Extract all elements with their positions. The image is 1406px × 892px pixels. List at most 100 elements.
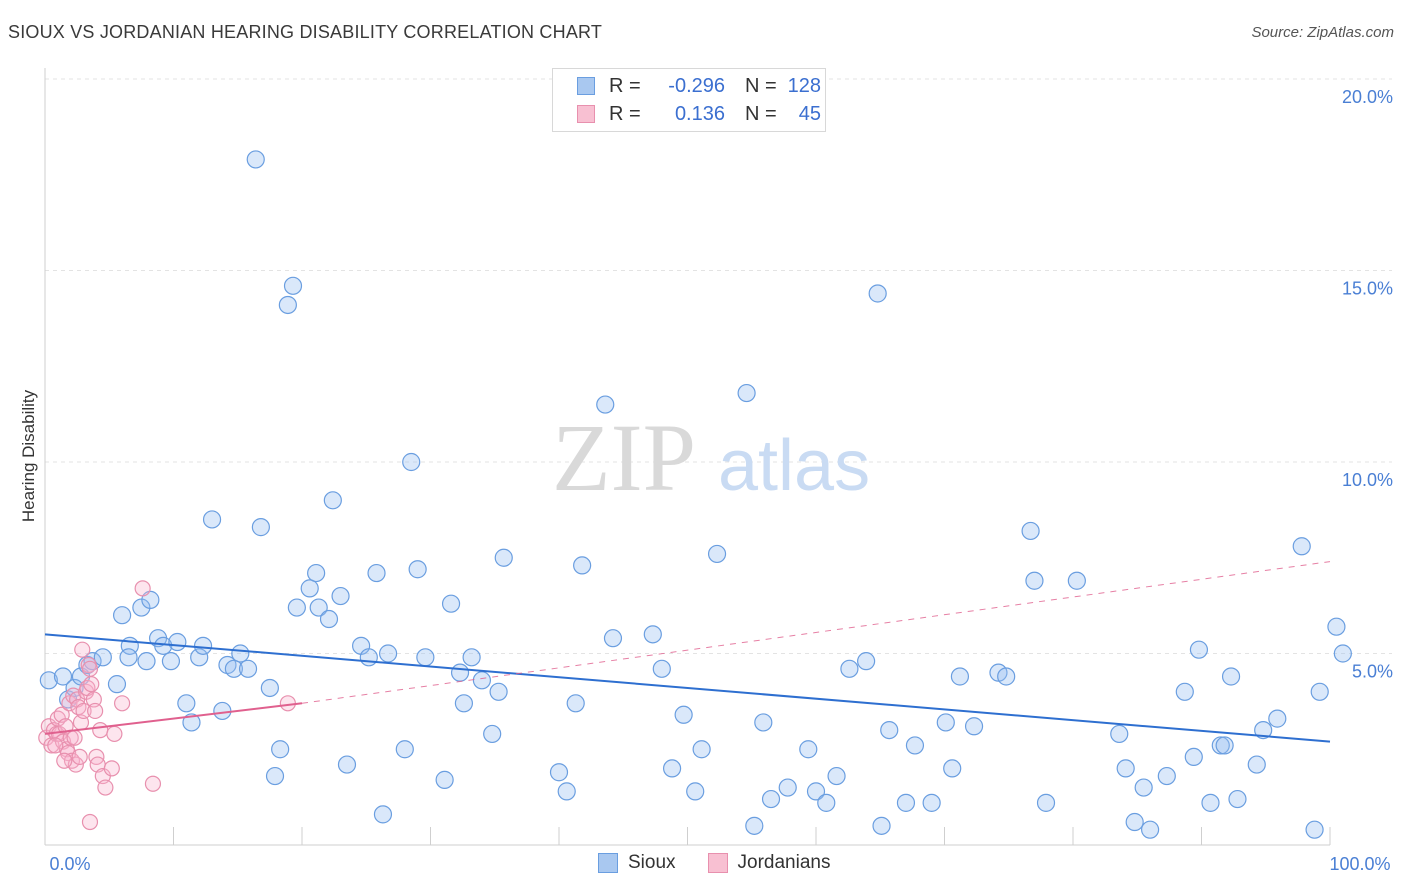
sioux-point xyxy=(213,701,232,721)
sioux-point xyxy=(799,740,818,759)
sioux-point xyxy=(997,667,1016,686)
jordanian-point xyxy=(81,660,99,677)
sioux-point xyxy=(462,648,481,667)
legend-n-label: N = xyxy=(745,102,777,125)
jordanian-point xyxy=(61,695,78,712)
sioux-point xyxy=(1134,778,1153,797)
legend-n-value: 128 xyxy=(787,74,821,97)
legend-swatch-sioux xyxy=(577,77,595,95)
legend-item-sioux[interactable]: Sioux xyxy=(598,852,676,874)
sioux-point xyxy=(441,594,461,613)
sioux-point xyxy=(964,717,984,736)
sioux-point xyxy=(596,395,615,414)
sioux-point xyxy=(331,586,350,606)
sioux-point xyxy=(549,763,569,782)
series-legend: Sioux Jordanians xyxy=(598,852,862,874)
y-axis-label: Hearing Disability xyxy=(19,389,38,522)
jordanian-point xyxy=(71,748,88,766)
sioux-point xyxy=(137,652,156,671)
y-tick-label: 10.0% xyxy=(1342,470,1393,490)
axes xyxy=(44,68,1331,846)
sioux-point xyxy=(1228,789,1247,809)
sioux-point xyxy=(238,659,258,678)
legend-swatch-sioux xyxy=(598,853,618,873)
sioux-point xyxy=(193,636,213,655)
legend-item-jordanians[interactable]: Jordanians xyxy=(707,852,830,874)
sioux-point xyxy=(1067,571,1086,590)
sioux-point xyxy=(251,518,270,537)
sioux-point xyxy=(905,736,925,755)
legend-row-sioux: R = -0.296 N = 128 xyxy=(577,73,821,99)
sioux-point xyxy=(1292,537,1311,556)
y-tick-label: 20.0% xyxy=(1342,87,1393,107)
jordanian-point xyxy=(56,752,73,769)
sioux-point xyxy=(950,667,970,686)
sioux-point xyxy=(573,556,592,575)
y-tick-label: 5.0% xyxy=(1352,662,1393,682)
jordanian-point xyxy=(75,702,92,720)
sioux-point xyxy=(840,659,859,678)
sioux-point xyxy=(472,671,491,690)
jordanian-point xyxy=(103,760,120,777)
sioux-point xyxy=(1305,820,1324,839)
sioux-point xyxy=(896,793,916,812)
sioux-point xyxy=(557,782,576,801)
jordanian-trend-extension xyxy=(301,561,1331,704)
sioux-point xyxy=(177,694,196,713)
jordanian-point xyxy=(97,779,114,796)
sioux-point xyxy=(1116,759,1135,778)
sioux-point xyxy=(603,629,623,648)
legend-swatch-jordanians xyxy=(577,105,595,123)
legend-swatch-jordanians xyxy=(707,853,728,873)
legend-label-sioux: Sioux xyxy=(628,852,676,873)
sioux-point xyxy=(53,667,73,686)
tick-labels: 5.0% 10.0% 15.0% 20.0% 0.0% 100.0% xyxy=(49,87,1393,874)
sioux-point xyxy=(494,548,513,567)
sioux-point xyxy=(489,682,508,701)
watermark-atlas: atlas xyxy=(718,426,870,506)
sioux-point xyxy=(483,724,502,744)
sioux-point xyxy=(737,383,756,403)
sioux-point xyxy=(566,694,585,713)
sioux-point xyxy=(224,659,243,678)
sioux-point xyxy=(39,671,58,690)
jordanian-point xyxy=(85,691,102,708)
sioux-point xyxy=(168,632,187,652)
sioux-point xyxy=(1254,720,1273,740)
legend-r-value: -0.296 xyxy=(668,74,725,97)
sioux-point xyxy=(402,452,421,472)
sioux-point xyxy=(300,579,319,598)
jordanian-point xyxy=(134,580,151,597)
jordanian-point xyxy=(144,775,162,792)
sioux-point xyxy=(761,789,781,809)
sioux-point xyxy=(1268,709,1287,728)
sioux-point xyxy=(161,652,181,671)
legend-r-label: R = xyxy=(609,102,641,125)
jordanian-points xyxy=(38,580,296,831)
sioux-point xyxy=(395,740,414,759)
sioux-point xyxy=(190,648,209,667)
sioux-point xyxy=(1175,682,1194,701)
sioux-point xyxy=(107,675,127,694)
sioux-point xyxy=(827,766,846,786)
sioux-point xyxy=(450,663,470,682)
stats-legend: R = -0.296 N = 128 R = 0.136 N = 45 xyxy=(552,68,826,132)
sioux-point xyxy=(1184,747,1203,767)
sioux-point xyxy=(265,766,285,786)
sioux-point xyxy=(1110,724,1129,744)
jordanian-point xyxy=(66,729,83,746)
jordanian-point xyxy=(279,695,296,712)
sioux-point xyxy=(319,609,339,629)
sioux-point xyxy=(182,713,201,732)
sioux-point xyxy=(202,510,222,529)
sioux-point xyxy=(112,606,132,625)
source-label: Source: ZipAtlas.com xyxy=(1251,24,1394,41)
sioux-point xyxy=(359,648,378,667)
sioux-points xyxy=(39,150,1352,839)
x-tick-label: 100.0% xyxy=(1329,854,1390,874)
sioux-point xyxy=(1021,521,1040,541)
watermark: ZIP atlas xyxy=(552,404,870,511)
sioux-point xyxy=(278,295,297,315)
watermark-zip: ZIP xyxy=(552,404,696,511)
